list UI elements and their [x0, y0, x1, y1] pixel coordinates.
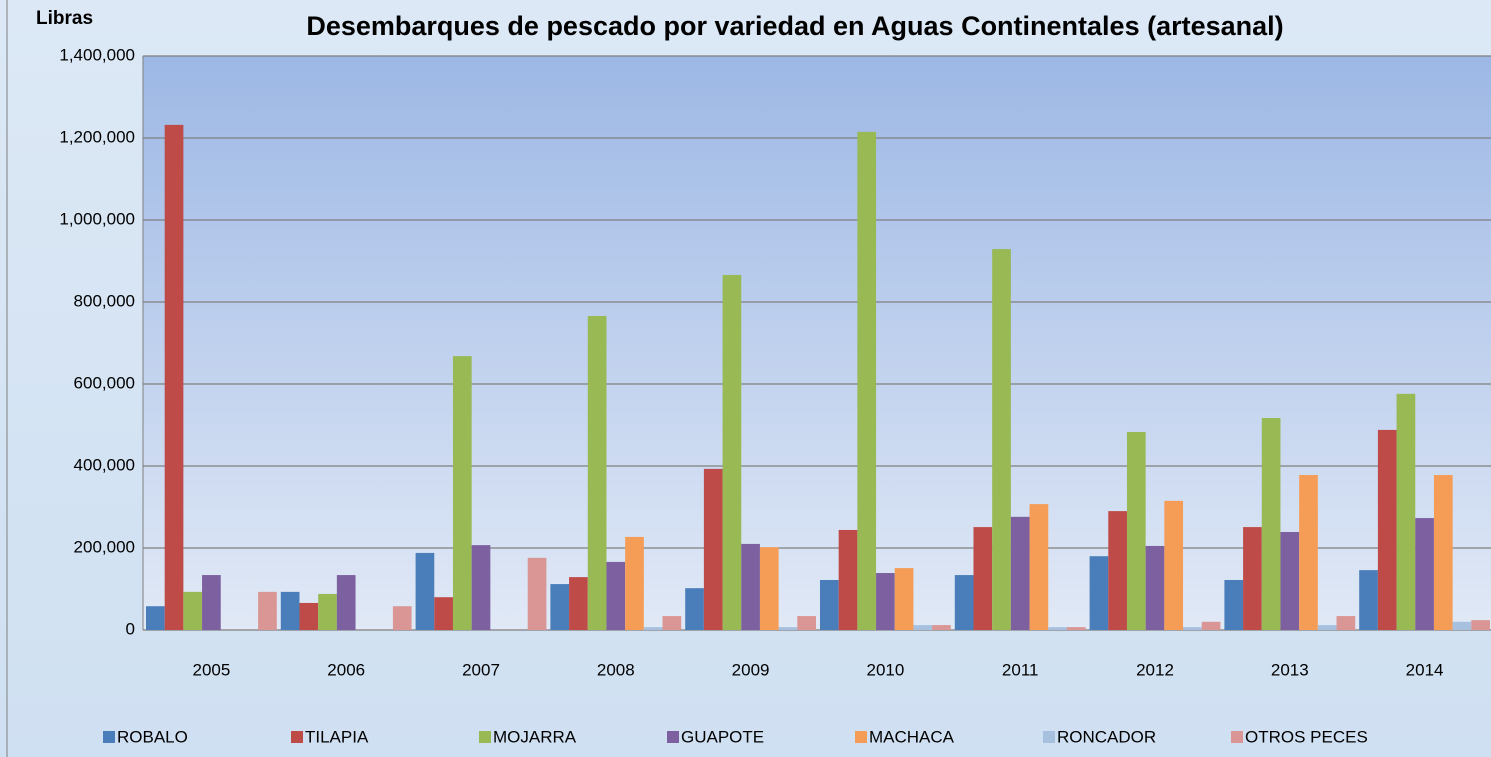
bar — [913, 625, 933, 630]
bar — [318, 593, 337, 630]
y-tick-label: 400,000 — [74, 455, 135, 474]
bar — [587, 315, 607, 630]
x-tick-label: 2014 — [1406, 660, 1444, 679]
bar — [1029, 504, 1049, 630]
legend-label: MOJARRA — [493, 727, 577, 746]
legend-swatch — [667, 731, 679, 743]
bar — [1048, 627, 1067, 630]
bar — [722, 274, 742, 630]
bar — [894, 568, 914, 630]
y-tick-label: 0 — [126, 619, 135, 638]
bar — [1224, 579, 1244, 630]
legend-swatch — [855, 731, 867, 743]
bar — [1336, 616, 1356, 630]
bar — [685, 588, 704, 630]
x-tick-label: 2005 — [192, 660, 230, 679]
bar — [1010, 516, 1030, 630]
bar — [643, 627, 663, 630]
bar — [1415, 518, 1434, 630]
bar — [415, 552, 435, 630]
bar — [954, 575, 974, 630]
bar — [625, 536, 644, 630]
legend-swatch — [103, 731, 115, 743]
bar — [1280, 532, 1300, 630]
bar — [434, 597, 453, 630]
y-axis-label: Libras — [36, 8, 93, 29]
bar — [392, 606, 412, 630]
bar — [569, 577, 588, 630]
bar — [759, 547, 779, 630]
bar — [1452, 621, 1472, 630]
chart-title: Desembarques de pescado por variedad en … — [306, 11, 1283, 41]
legend-label: OTROS PECES — [1245, 727, 1368, 746]
legend-swatch — [291, 731, 303, 743]
y-tick-label: 200,000 — [74, 537, 135, 556]
bar — [146, 606, 165, 630]
bar — [1145, 545, 1165, 630]
bar — [741, 543, 760, 630]
x-tick-label: 2006 — [327, 660, 365, 679]
y-tick-label: 600,000 — [74, 373, 135, 392]
bar — [1183, 627, 1202, 630]
bar — [1377, 429, 1397, 630]
legend-label: GUAPOTE — [681, 727, 764, 746]
bar — [452, 356, 472, 630]
bar — [471, 545, 491, 630]
bar — [838, 529, 858, 630]
bar — [258, 591, 277, 630]
bar — [1201, 621, 1221, 630]
bar — [1396, 393, 1416, 630]
bar — [973, 527, 993, 630]
bar — [703, 468, 723, 630]
bar — [202, 575, 221, 630]
bar — [1089, 556, 1109, 630]
bar — [662, 616, 682, 630]
legend-swatch — [1043, 731, 1055, 743]
bar — [606, 561, 626, 630]
bar — [164, 124, 184, 630]
x-tick-label: 2007 — [462, 660, 500, 679]
x-tick-label: 2013 — [1271, 660, 1309, 679]
bar — [183, 591, 203, 630]
bar — [336, 575, 356, 630]
bar — [797, 616, 816, 630]
legend-label: ROBALO — [117, 727, 188, 746]
bar — [1108, 511, 1127, 630]
legend-label: TILAPIA — [305, 727, 369, 746]
legend-swatch — [1231, 731, 1243, 743]
bar — [1317, 625, 1337, 630]
legend-label: MACHACA — [869, 727, 955, 746]
y-tick-label: 800,000 — [74, 291, 135, 310]
bar — [280, 591, 300, 630]
y-tick-label: 1,200,000 — [59, 127, 135, 146]
bar — [1243, 527, 1262, 630]
x-tick-label: 2009 — [732, 660, 770, 679]
bar — [820, 579, 839, 630]
x-tick-label: 2010 — [866, 660, 904, 679]
bar — [876, 573, 895, 630]
x-tick-label: 2008 — [597, 660, 635, 679]
legend-label: RONCADOR — [1057, 727, 1156, 746]
bar — [992, 249, 1011, 631]
x-tick-label: 2011 — [1002, 660, 1039, 679]
bar — [1471, 620, 1490, 630]
bar — [1126, 431, 1146, 630]
bar — [1299, 475, 1318, 630]
bar — [932, 625, 951, 630]
bar — [1433, 475, 1453, 630]
bar — [1359, 570, 1378, 630]
bar — [1164, 500, 1184, 630]
bar — [527, 557, 547, 630]
bar — [299, 602, 319, 630]
bar — [778, 627, 798, 630]
x-tick-label: 2012 — [1136, 660, 1174, 679]
y-tick-label: 1,000,000 — [59, 209, 135, 228]
bar — [550, 584, 570, 630]
bar — [857, 131, 877, 630]
bar — [1261, 418, 1281, 630]
y-tick-label: 1,400,000 — [59, 45, 135, 64]
legend-swatch — [479, 731, 491, 743]
bar — [1066, 627, 1086, 630]
